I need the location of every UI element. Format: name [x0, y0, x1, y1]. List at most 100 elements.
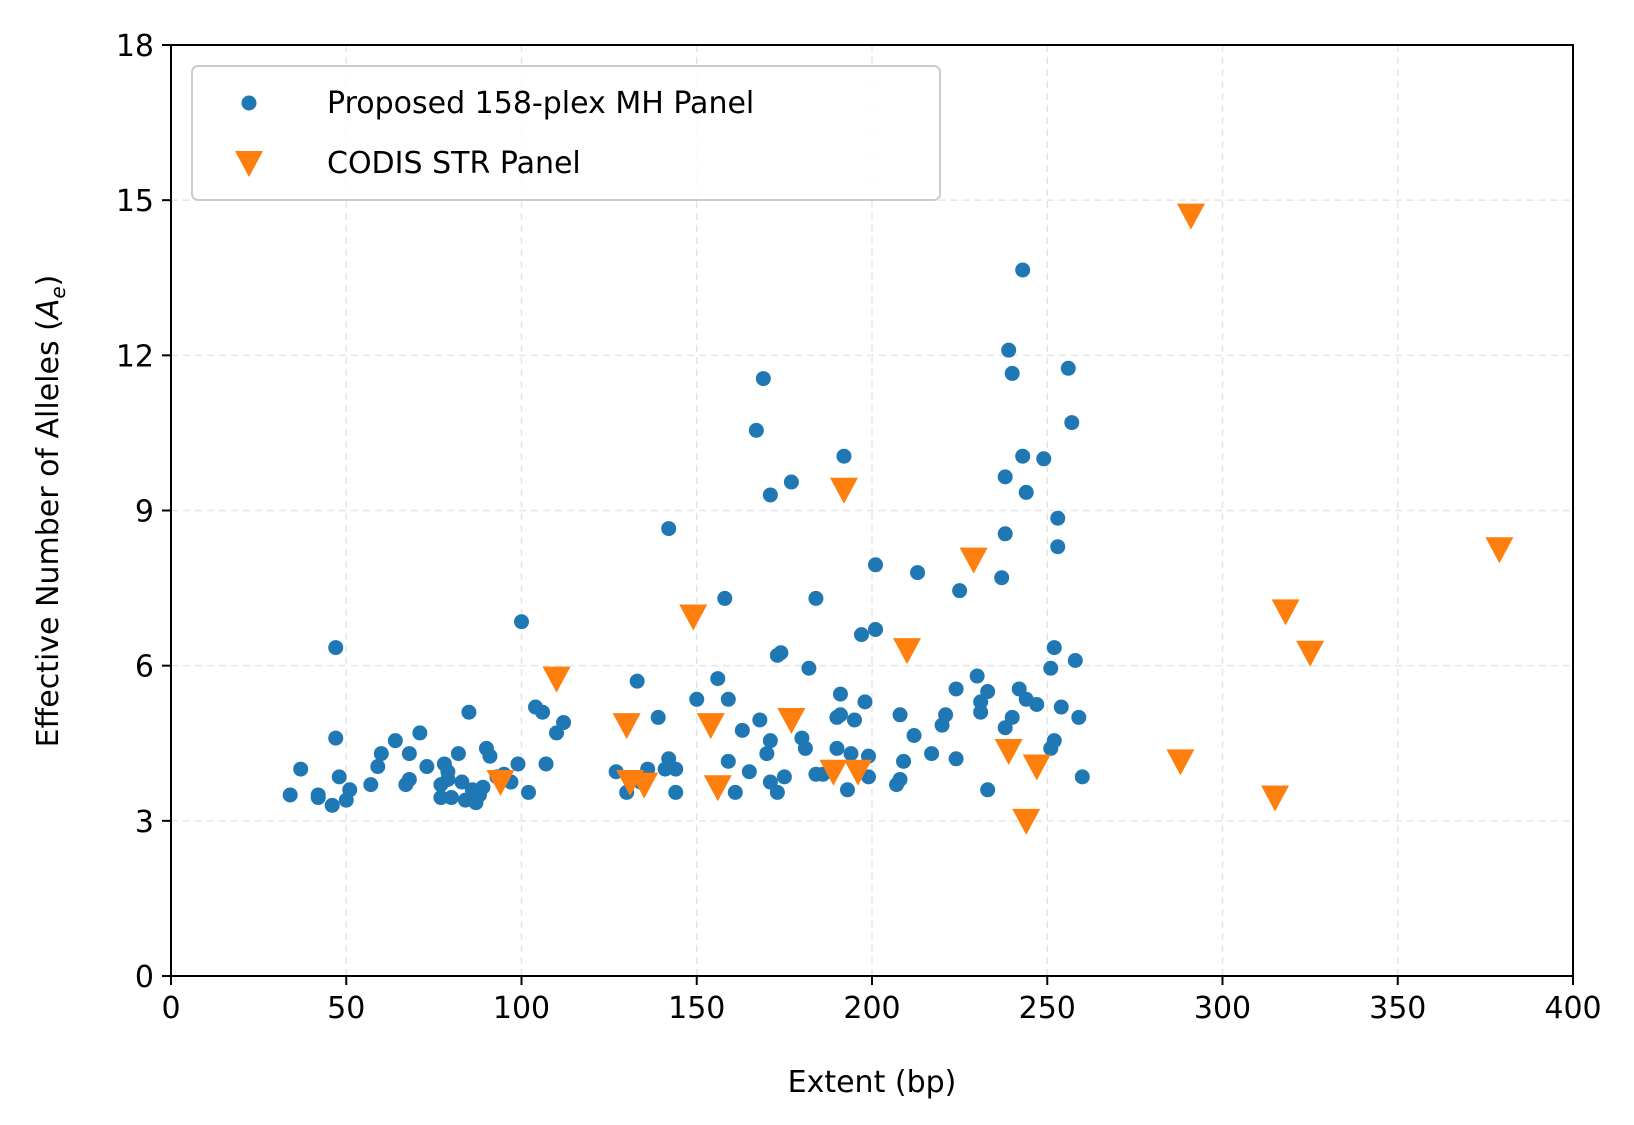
mh-panel-point	[1053, 699, 1069, 715]
mh-panel-point	[293, 761, 309, 777]
mh-panel-point	[1036, 451, 1052, 467]
x-tick-label: 300	[1194, 991, 1251, 1026]
mh-panel-point	[1029, 696, 1045, 712]
y-axis-label: Effective Number of Alleles (Ae)	[31, 275, 70, 748]
mh-panel-point	[482, 748, 498, 764]
mh-panel-point	[331, 769, 347, 785]
data-points	[282, 203, 1514, 835]
mh-panel-point	[727, 784, 743, 800]
codis-panel-point	[1271, 599, 1300, 626]
mh-panel-point	[433, 790, 449, 806]
mh-panel-point	[853, 627, 869, 643]
mh-panel-point	[720, 753, 736, 769]
mh-panel-point	[832, 686, 848, 702]
mh-panel-point	[769, 784, 785, 800]
mh-panel-point	[461, 704, 477, 720]
mh-panel-point	[401, 746, 417, 762]
mh-panel-point	[910, 565, 926, 581]
codis-panel-point	[696, 713, 725, 740]
y-tick-label: 0	[135, 960, 154, 995]
mh-panel-point	[1071, 709, 1087, 725]
mh-panel-point	[443, 790, 459, 806]
codis-panel-point	[486, 770, 515, 797]
mh-panel-point	[948, 751, 964, 767]
mh-panel-point	[668, 761, 684, 777]
y-axis-label-close: )	[31, 275, 66, 287]
mh-panel-point	[857, 694, 873, 710]
mh-panel-point	[1015, 262, 1031, 278]
codis-panel-point	[893, 638, 922, 665]
mh-panel-point	[759, 746, 775, 762]
mh-panel-point	[755, 371, 771, 387]
mh-panel-point	[748, 422, 764, 438]
mh-panel-point	[629, 673, 645, 689]
codis-panel-point	[630, 772, 659, 799]
mh-panel-point	[868, 621, 884, 637]
mh-panel-point	[454, 774, 470, 790]
y-axis-label-text: Effective Number of Alleles (	[31, 319, 66, 747]
mh-panel-point	[868, 557, 884, 573]
codis-panel-point	[1296, 640, 1325, 667]
codis-panel-point	[1022, 754, 1051, 781]
mh-panel-point	[1004, 365, 1020, 381]
codis-panel-point	[1261, 785, 1290, 812]
mh-panel-point	[419, 759, 435, 775]
mh-panel-point	[980, 782, 996, 798]
legend-marker-codis-panel	[235, 151, 263, 177]
codis-panel-point	[994, 739, 1023, 766]
mh-panel-point	[776, 769, 792, 785]
mh-panel-point	[328, 640, 344, 656]
x-tick-label: 200	[843, 991, 900, 1026]
legend-marker-mh-panel	[241, 95, 257, 111]
y-tick-label: 3	[135, 805, 154, 840]
legend: Proposed 158-plex MH Panel CODIS STR Pan…	[191, 65, 941, 201]
mh-panel-point	[521, 784, 537, 800]
mh-panel-point	[832, 707, 848, 723]
x-tick-label: 250	[1019, 991, 1076, 1026]
x-tick-label: 150	[668, 991, 725, 1026]
x-axis-label: Extent (bp)	[788, 1065, 957, 1100]
mh-panel-point	[973, 704, 989, 720]
axis-ticks: 0 50 100 150 200 250 300 350 400 0 3 6 9 12 15 18	[116, 29, 1602, 1026]
mh-panel-point	[773, 645, 789, 661]
mh-panel-point	[538, 756, 554, 772]
grid	[171, 45, 1573, 976]
mh-panel-point	[710, 671, 726, 687]
mh-panel-point	[1046, 733, 1062, 749]
mh-panel-point	[650, 709, 666, 725]
mh-panel-point	[1004, 709, 1020, 725]
codis-panel-point	[1485, 537, 1514, 564]
codis-panel-point	[843, 759, 872, 786]
x-tick-label: 0	[161, 991, 180, 1026]
codis-panel-point	[777, 707, 806, 734]
mh-panel-point	[762, 733, 778, 749]
codis-panel-point	[959, 547, 988, 574]
mh-panel-point	[1018, 484, 1034, 500]
mh-panel-point	[734, 722, 750, 738]
mh-panel-point	[762, 487, 778, 503]
mh-panel-point	[783, 474, 799, 490]
mh-panel-point	[896, 753, 912, 769]
legend-box	[191, 65, 941, 201]
mh-panel-point	[892, 707, 908, 723]
mh-panel-point	[689, 691, 705, 707]
mh-panel-point	[475, 779, 491, 795]
mh-panel-point	[1043, 660, 1059, 676]
mh-panel-point	[906, 727, 922, 743]
x-tick-label: 400	[1544, 991, 1601, 1026]
y-tick-label: 9	[135, 495, 154, 530]
codis-panel-point	[703, 775, 732, 802]
mh-panel-point	[752, 712, 768, 728]
mh-panel-point	[282, 787, 298, 803]
mh-panel-point	[717, 590, 733, 606]
codis-panel-point	[1166, 749, 1195, 776]
mh-panel-point	[843, 746, 859, 762]
mh-panel-point	[328, 730, 344, 746]
mh-panel-point	[741, 764, 757, 780]
codis-panel-point	[1012, 808, 1041, 835]
mh-panel-point	[1046, 640, 1062, 656]
y-tick-label: 12	[116, 339, 154, 374]
x-tick-label: 350	[1369, 991, 1426, 1026]
mh-panel-point	[1050, 510, 1066, 526]
